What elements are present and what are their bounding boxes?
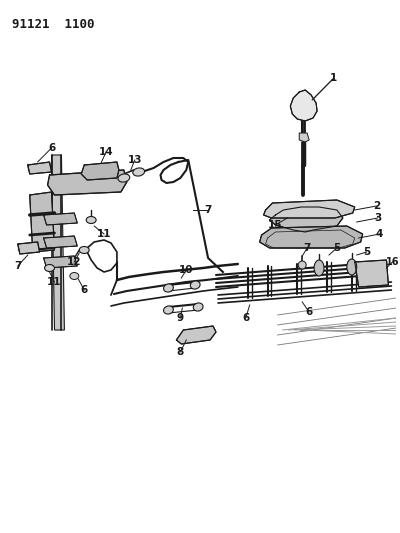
- Text: 91121  1100: 91121 1100: [12, 18, 94, 31]
- Text: 2: 2: [373, 201, 380, 211]
- Ellipse shape: [70, 272, 79, 279]
- Ellipse shape: [44, 264, 54, 271]
- Circle shape: [298, 261, 306, 269]
- Text: 8: 8: [177, 347, 184, 357]
- Ellipse shape: [193, 303, 203, 311]
- Polygon shape: [44, 256, 77, 268]
- Text: 6: 6: [80, 285, 88, 295]
- Ellipse shape: [314, 260, 324, 276]
- Polygon shape: [28, 162, 52, 174]
- Polygon shape: [81, 162, 119, 180]
- Ellipse shape: [347, 259, 357, 275]
- Polygon shape: [30, 192, 54, 252]
- Text: 11: 11: [47, 277, 62, 287]
- Polygon shape: [44, 213, 77, 225]
- Text: 6: 6: [242, 313, 249, 323]
- Polygon shape: [18, 242, 40, 254]
- Polygon shape: [176, 326, 216, 344]
- Polygon shape: [290, 90, 317, 121]
- Text: 6: 6: [306, 307, 313, 317]
- Text: 11: 11: [97, 229, 111, 239]
- Polygon shape: [299, 133, 309, 142]
- Text: 13: 13: [128, 155, 142, 165]
- Text: 6: 6: [48, 143, 55, 153]
- Ellipse shape: [190, 281, 200, 289]
- Ellipse shape: [86, 216, 96, 223]
- Text: 7: 7: [304, 243, 311, 253]
- Polygon shape: [44, 236, 77, 248]
- Text: 10: 10: [179, 265, 194, 275]
- Text: 15: 15: [268, 220, 283, 230]
- Text: 7: 7: [14, 261, 22, 271]
- Polygon shape: [260, 226, 363, 248]
- Text: 5: 5: [333, 243, 340, 253]
- Ellipse shape: [164, 306, 173, 314]
- Text: 9: 9: [177, 313, 184, 323]
- Text: 3: 3: [374, 213, 381, 223]
- Text: 4: 4: [376, 229, 383, 239]
- Polygon shape: [52, 155, 64, 330]
- Polygon shape: [355, 260, 388, 287]
- Ellipse shape: [118, 174, 130, 182]
- Text: 12: 12: [67, 257, 82, 267]
- Text: 16: 16: [386, 257, 399, 267]
- Text: 1: 1: [330, 73, 338, 83]
- Text: 7: 7: [204, 205, 212, 215]
- Ellipse shape: [79, 246, 89, 254]
- Text: 5: 5: [363, 247, 370, 257]
- Polygon shape: [48, 170, 127, 195]
- Ellipse shape: [164, 284, 173, 292]
- Text: 14: 14: [99, 147, 113, 157]
- Polygon shape: [270, 207, 343, 232]
- Polygon shape: [264, 200, 355, 218]
- Ellipse shape: [133, 168, 145, 176]
